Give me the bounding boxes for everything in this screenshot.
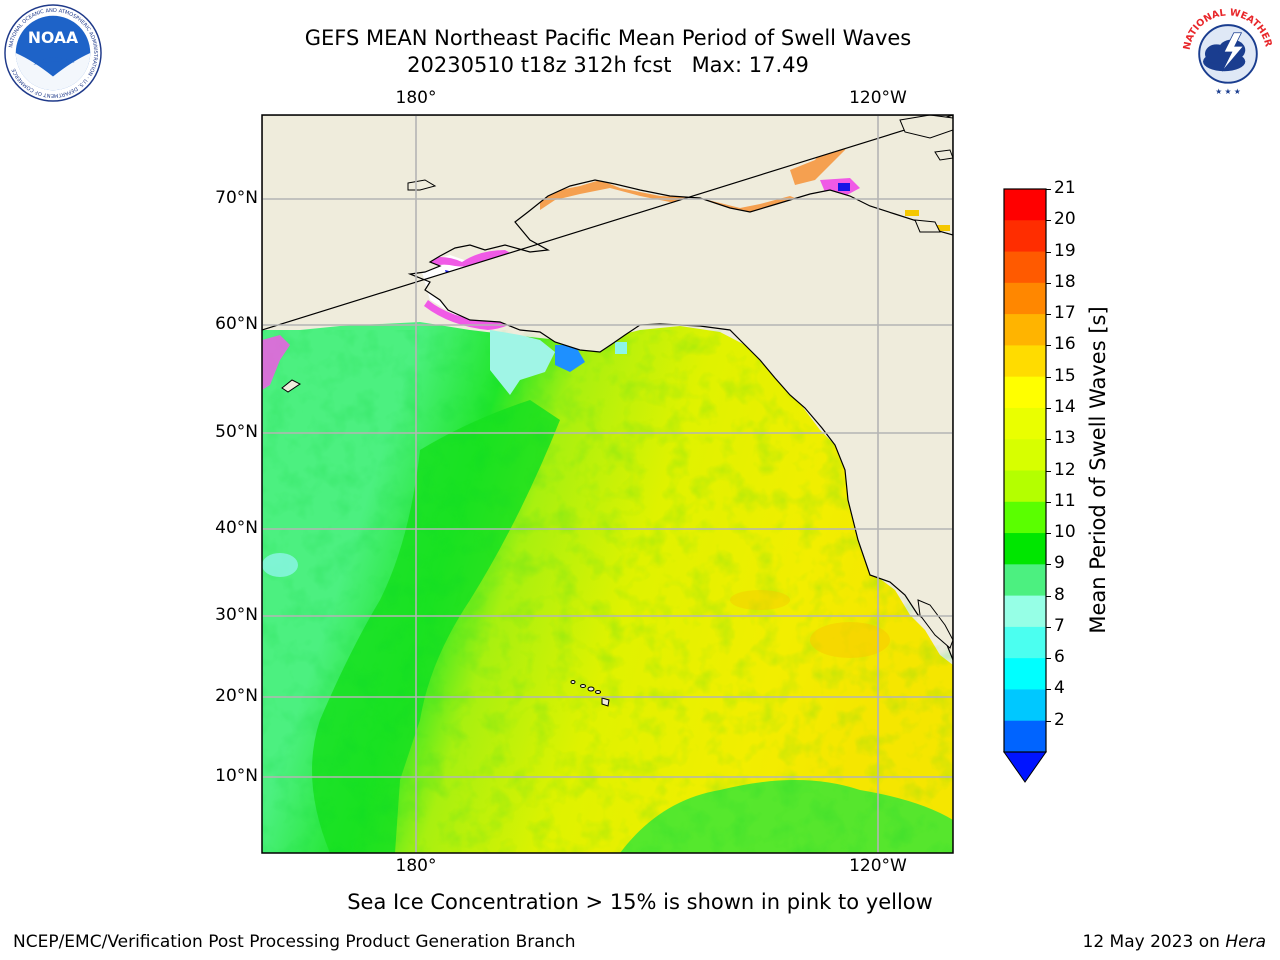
colorbar-segment (1004, 407, 1046, 440)
colorbar-tick (1046, 376, 1051, 378)
colorbar-tick (1046, 533, 1051, 535)
caption: Sea Ice Concentration > 15% is shown in … (347, 890, 933, 914)
colorbar-tick-label: 16 (1054, 334, 1076, 355)
lat-label-60n: 60°N (215, 314, 258, 334)
colorbar-tick (1046, 345, 1051, 347)
lat-label-10n: 10°N (215, 766, 258, 786)
colorbar-tick-label: 20 (1054, 209, 1076, 230)
colorbar-tick-label: 14 (1054, 396, 1076, 417)
colorbar-tick (1046, 658, 1051, 660)
warm-patch (730, 590, 790, 610)
colorbar-segment (1004, 533, 1046, 565)
colorbar-segment (1004, 689, 1046, 722)
footer-host: Hera (1225, 932, 1266, 952)
colorbar-tick-label: 12 (1054, 459, 1076, 480)
nws-logo: NATIONAL WEATHER SERVICE ★ ★ ★ (1180, 4, 1274, 99)
colorbar-segment (1004, 282, 1046, 315)
chart-title: GEFS MEAN Northeast Pacific Mean Period … (304, 26, 912, 50)
colorbar-segment (1004, 220, 1046, 253)
colorbar-label: Mean Period of Swell Waves [s] (1086, 306, 1110, 634)
lat-label-70n: 70°N (215, 188, 258, 208)
colorbar-tick (1046, 595, 1051, 597)
colorbar-tick (1046, 689, 1051, 691)
colorbar-tick-label: 11 (1054, 490, 1076, 511)
colorbar-segment (1004, 564, 1046, 597)
colorbar-segment (1004, 345, 1046, 378)
map-content (262, 115, 953, 853)
lon-label-bottom-120w: 120°W (849, 856, 907, 876)
colorbar-segment (1004, 314, 1046, 346)
islands (281, 115, 953, 707)
colorbar-tick (1046, 220, 1051, 222)
colorbar-tick (1046, 470, 1051, 472)
colorbar-tick (1046, 251, 1051, 253)
colorbar (1003, 188, 1047, 783)
noaa-logo: NOAA NATIONAL OCEANIC AND ATMOSPHERIC AD… (4, 4, 102, 102)
short-period-patch (262, 553, 298, 577)
colorbar-tick (1046, 626, 1051, 628)
map-frame (261, 114, 954, 854)
colorbar-segment (1004, 595, 1046, 628)
colorbar-tick-label: 21 (1054, 178, 1076, 198)
colorbar-tick-label: 18 (1054, 271, 1076, 292)
colorbar-tick (1046, 407, 1051, 409)
graticule (262, 115, 953, 853)
colorbar-tick-label: 10 (1054, 522, 1076, 543)
colorbar-tick-label: 8 (1054, 584, 1065, 605)
colorbar-tick-label: 7 (1054, 615, 1065, 636)
colorbar-tick (1046, 282, 1051, 284)
colorbar-tick-label: 13 (1054, 428, 1076, 449)
colorbar-segment (1004, 376, 1046, 409)
colorbar-tick (1046, 314, 1051, 316)
colorbar-tick (1046, 439, 1051, 441)
colorbar-segment (1004, 189, 1046, 221)
lat-label-40n: 40°N (215, 518, 258, 538)
colorbar-tick (1046, 564, 1051, 566)
chart-subtitle: 20230510 t18z 312h fcst Max: 17.49 (407, 53, 809, 77)
colorbar-segment (1004, 626, 1046, 659)
colorbar-segment (1004, 720, 1046, 753)
colorbar-segment (1004, 501, 1046, 534)
lon-label-bottom-180: 180° (395, 856, 437, 876)
lat-label-30n: 30°N (215, 605, 258, 625)
colorbar-segment (1004, 251, 1046, 284)
lat-label-20n: 20°N (215, 686, 258, 706)
colorbar-tick-label: 2 (1054, 709, 1065, 730)
footer-credit: NCEP/EMC/Verification Post Processing Pr… (13, 932, 576, 952)
colorbar-tick-label: 17 (1054, 303, 1076, 324)
warm-patch (810, 622, 890, 658)
colorbar-tick-label: 4 (1054, 678, 1065, 699)
colorbar-tick (1046, 189, 1051, 190)
lon-label-top-180: 180° (395, 88, 437, 108)
footer-date-text: 12 May 2023 on (1082, 932, 1226, 952)
lon-label-top-120w: 120°W (849, 88, 907, 108)
colorbar-segment (1004, 658, 1046, 690)
colorbar-segment (1004, 439, 1046, 471)
colorbar-segment (1004, 470, 1046, 503)
colorbar-tick-label: 19 (1054, 240, 1076, 261)
colorbar-tick-label: 6 (1054, 647, 1065, 668)
colorbar-tick (1046, 720, 1051, 722)
noaa-logo-text: NOAA (28, 28, 79, 47)
lat-label-50n: 50°N (215, 422, 258, 442)
svg-text:★ ★ ★: ★ ★ ★ (1215, 87, 1241, 96)
footer-date: 12 May 2023 on Hera (1083, 932, 1267, 952)
coastlines (262, 115, 953, 661)
colorbar-tick (1046, 501, 1051, 503)
colorbar-tick-label: 9 (1054, 553, 1065, 574)
colorbar-tick-label: 15 (1054, 365, 1076, 386)
